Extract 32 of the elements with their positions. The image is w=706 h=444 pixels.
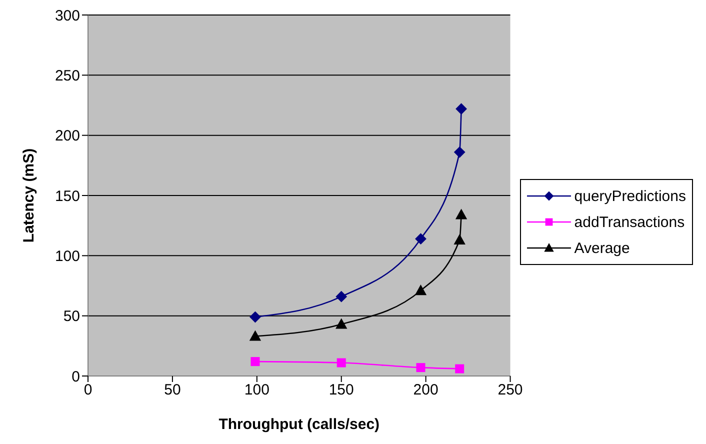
point (454, 234, 466, 245)
point (250, 312, 261, 323)
point (336, 318, 347, 329)
y-tick-label: 200 (54, 128, 80, 145)
x-tick-label: 100 (244, 382, 270, 399)
x-tick-label: 150 (328, 382, 354, 399)
y-tick-label: 50 (63, 308, 80, 326)
point (416, 363, 426, 372)
y-tick-label: 250 (54, 67, 80, 84)
y-tick-label: 150 (54, 188, 80, 205)
legend-label: Average (574, 240, 630, 256)
point (456, 103, 467, 114)
point (336, 291, 347, 302)
point (455, 364, 464, 374)
x-tick-label: 200 (413, 382, 438, 399)
y-tick-label: 100 (54, 248, 80, 265)
x-tick-label: 50 (164, 382, 181, 399)
x-axis-title: Throughput (calls/sec) (218, 416, 380, 433)
point (454, 146, 466, 158)
y-axis-title: Latency (mS) (20, 148, 38, 243)
point (250, 357, 260, 366)
y-tick-label: 0 (72, 368, 80, 386)
point (336, 358, 346, 368)
point (250, 330, 261, 341)
legend-label: addTransactions (574, 214, 685, 230)
point (456, 209, 467, 220)
point (415, 233, 426, 244)
x-tick-label: 250 (498, 382, 523, 399)
legend-label: queryPredictions (574, 188, 686, 204)
y-tick-label: 300 (54, 7, 80, 24)
x-tick-label: 0 (84, 382, 92, 399)
point (415, 285, 426, 296)
